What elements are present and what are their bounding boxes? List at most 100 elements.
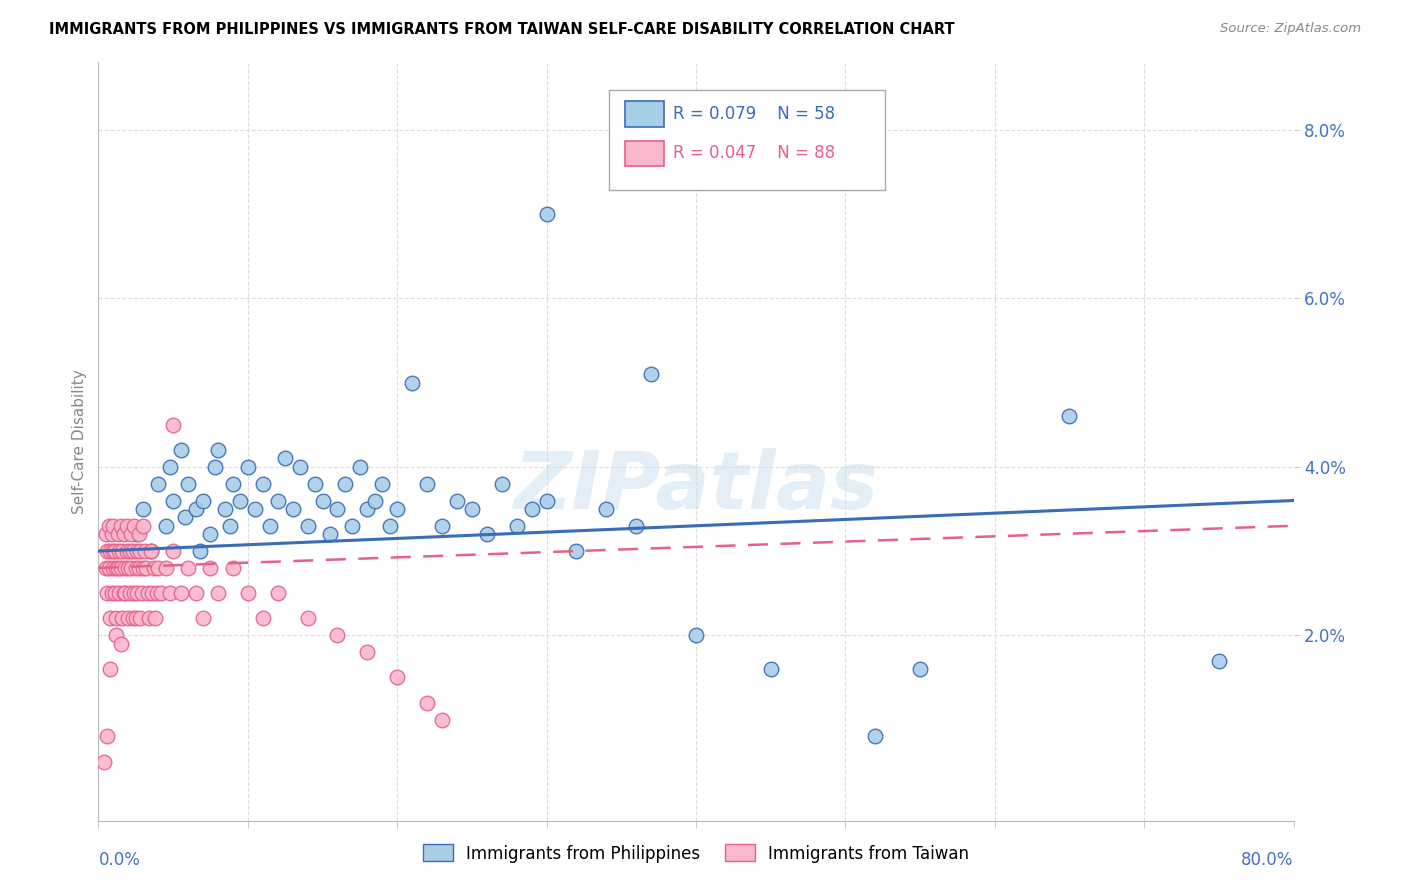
Point — [94, 561, 117, 575]
Point — [107, 527, 129, 541]
Point — [132, 518, 155, 533]
Point — [385, 670, 409, 684]
Y-axis label: Self-Care Disability: Self-Care Disability — [72, 369, 87, 514]
Point — [364, 493, 387, 508]
Point — [177, 561, 200, 575]
Point — [105, 611, 128, 625]
Point — [103, 544, 125, 558]
Point — [319, 527, 342, 541]
Point — [461, 502, 484, 516]
Point — [356, 502, 378, 516]
Point — [141, 586, 163, 600]
Point — [245, 502, 267, 516]
Point — [155, 561, 177, 575]
Point — [107, 561, 129, 575]
Point — [385, 502, 409, 516]
Point — [252, 476, 274, 491]
Point — [105, 628, 128, 642]
Point — [145, 586, 167, 600]
Point — [101, 527, 124, 541]
Point — [184, 586, 207, 600]
Point — [127, 544, 149, 558]
FancyBboxPatch shape — [626, 141, 664, 166]
Point — [222, 476, 245, 491]
Point — [110, 561, 132, 575]
Point — [475, 527, 498, 541]
Point — [207, 586, 229, 600]
Point — [349, 459, 371, 474]
Point — [125, 611, 148, 625]
Point — [222, 561, 245, 575]
Point — [188, 544, 211, 558]
Point — [125, 527, 148, 541]
Point — [169, 586, 191, 600]
FancyBboxPatch shape — [626, 101, 664, 127]
Point — [115, 544, 138, 558]
Point — [112, 527, 135, 541]
Text: Source: ZipAtlas.com: Source: ZipAtlas.com — [1220, 22, 1361, 36]
Point — [297, 518, 319, 533]
Point — [200, 561, 222, 575]
Text: R = 0.047    N = 88: R = 0.047 N = 88 — [673, 145, 835, 162]
Point — [191, 611, 214, 625]
Point — [96, 586, 118, 600]
Point — [536, 493, 558, 508]
Point — [148, 561, 170, 575]
Point — [155, 518, 177, 533]
Point — [491, 476, 513, 491]
Point — [105, 561, 128, 575]
Point — [430, 713, 453, 727]
Point — [759, 662, 782, 676]
Point — [236, 586, 259, 600]
Point — [121, 611, 143, 625]
Point — [1059, 409, 1081, 424]
Point — [114, 586, 136, 600]
Text: IMMIGRANTS FROM PHILIPPINES VS IMMIGRANTS FROM TAIWAN SELF-CARE DISABILITY CORRE: IMMIGRANTS FROM PHILIPPINES VS IMMIGRANT… — [49, 22, 955, 37]
Point — [520, 502, 543, 516]
Point — [626, 518, 648, 533]
Point — [401, 376, 423, 390]
Point — [288, 459, 311, 474]
Point — [129, 611, 152, 625]
Point — [162, 417, 184, 432]
Point — [565, 544, 588, 558]
Point — [159, 586, 181, 600]
Point — [103, 561, 125, 575]
Point — [128, 561, 150, 575]
Point — [174, 510, 197, 524]
Point — [148, 476, 170, 491]
Point — [128, 527, 150, 541]
Point — [96, 544, 118, 558]
Point — [98, 544, 122, 558]
Point — [94, 527, 117, 541]
Point — [252, 611, 274, 625]
Point — [326, 628, 349, 642]
Point — [118, 586, 141, 600]
Point — [121, 544, 143, 558]
Point — [416, 696, 439, 710]
Point — [333, 476, 356, 491]
Point — [177, 476, 200, 491]
Point — [110, 518, 132, 533]
Point — [506, 518, 529, 533]
Text: 0.0%: 0.0% — [98, 851, 141, 869]
Point — [259, 518, 281, 533]
Point — [124, 518, 146, 533]
Point — [342, 518, 364, 533]
Point — [135, 561, 157, 575]
Point — [446, 493, 468, 508]
Point — [108, 586, 131, 600]
Point — [207, 442, 229, 457]
Point — [101, 586, 124, 600]
Point — [685, 628, 707, 642]
Point — [114, 561, 136, 575]
Point — [143, 611, 166, 625]
Point — [378, 518, 401, 533]
Point — [124, 586, 146, 600]
Point — [281, 502, 304, 516]
Text: R = 0.079    N = 58: R = 0.079 N = 58 — [673, 105, 835, 123]
Point — [98, 662, 122, 676]
Point — [129, 544, 152, 558]
Point — [117, 561, 139, 575]
Point — [159, 459, 181, 474]
